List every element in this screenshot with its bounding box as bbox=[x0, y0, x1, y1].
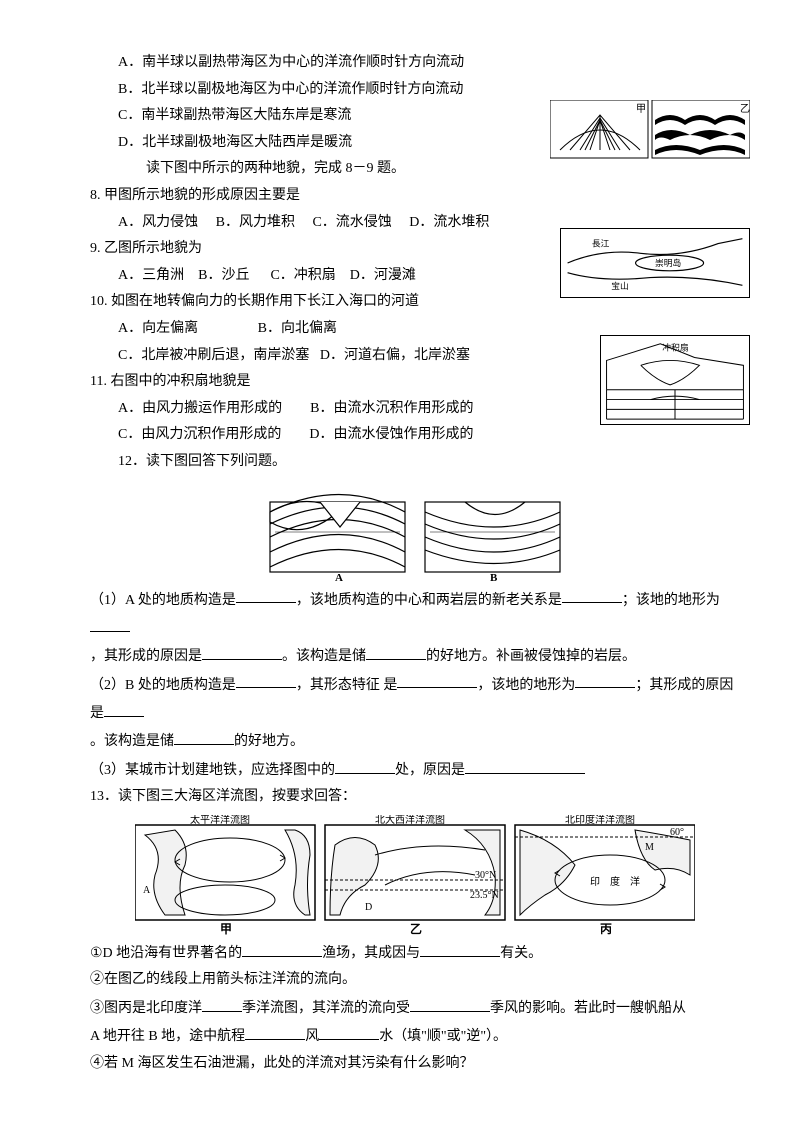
svg-text:23.5°N: 23.5°N bbox=[470, 890, 499, 901]
figure-river-mouth: 長江 崇明岛 宝山 bbox=[560, 228, 750, 298]
svg-text:60°: 60° bbox=[670, 827, 684, 838]
blank[interactable] bbox=[420, 939, 500, 957]
label-yi: 乙 bbox=[740, 103, 750, 115]
q13-1: ①D 地沿海有世界著名的渔场，其成因与有关。 bbox=[90, 939, 740, 967]
q12-1b: ，其形成的原因是。该构造是储的好地方。补画被侵蚀掉的岩层。 bbox=[90, 642, 740, 670]
label-fan: 冲积扇 bbox=[662, 342, 688, 353]
map2-title: 北大西洋洋流图 bbox=[375, 815, 445, 826]
q13-3b: A 地开往 B 地，途中航程风水（填"顺"或"逆"）。 bbox=[90, 1022, 740, 1050]
label-island: 崇明岛 bbox=[655, 257, 681, 268]
blank[interactable] bbox=[236, 586, 296, 604]
blank[interactable] bbox=[335, 756, 395, 774]
figure-alluvial-fan: 冲积扇 bbox=[600, 335, 750, 425]
map3-title: 北印度洋洋流图 bbox=[565, 815, 635, 826]
blank[interactable] bbox=[410, 994, 490, 1012]
blank[interactable] bbox=[242, 939, 322, 957]
q8-stem: 8. 甲图所示地貌的形成原因主要是 bbox=[90, 183, 740, 210]
q13-stem: 13．读下图三大海区洋流图，按要求回答： bbox=[90, 784, 740, 811]
svg-text:M: M bbox=[645, 842, 654, 853]
blank[interactable] bbox=[174, 727, 234, 745]
map2-label-yi: 乙 bbox=[410, 922, 422, 935]
figure-landforms: 甲 乙 bbox=[550, 100, 750, 160]
geo-label-b: B bbox=[490, 572, 498, 582]
map3-label-bing: 丙 bbox=[600, 922, 612, 935]
blank[interactable] bbox=[319, 1022, 379, 1040]
blank[interactable] bbox=[236, 671, 296, 689]
q12-2b: 。该构造是储的好地方。 bbox=[90, 727, 740, 755]
svg-text:洋: 洋 bbox=[630, 875, 640, 888]
svg-text:D: D bbox=[365, 902, 372, 913]
figure-ocean-currents: 太平洋洋流图 A 甲 北大西洋洋流图 bbox=[135, 815, 695, 935]
q13-2: ②在图乙的线段上用箭头标注洋流的流向。 bbox=[90, 967, 740, 994]
q12-stem: 12．读下图回答下列问题。 bbox=[90, 449, 740, 476]
geo-label-a: A bbox=[335, 572, 343, 582]
map1-label-jia: 甲 bbox=[220, 922, 232, 935]
map1-title: 太平洋洋流图 bbox=[190, 815, 250, 826]
blank[interactable] bbox=[465, 756, 585, 774]
svg-text:度: 度 bbox=[610, 875, 620, 888]
q12-2: （2）B 处的地质构造是，其形态特征 是，该地的地形为；其形成的原因是 bbox=[90, 671, 740, 728]
blank[interactable] bbox=[397, 671, 477, 689]
svg-text:30°N: 30°N bbox=[475, 870, 496, 881]
label-jia: 甲 bbox=[636, 104, 646, 115]
q13-3: ③图丙是北印度洋季洋流图，其洋流的流向受季风的影响。若此时一艘帆船从 bbox=[90, 994, 740, 1022]
q12-3: （3）某城市计划建地铁，应选择图中的处，原因是 bbox=[90, 756, 740, 784]
figure-geology: A B bbox=[265, 482, 565, 582]
q12-1: （1）A 处的地质构造是，该地质构造的中心和两岩层的新老关系是；该地的地形为 bbox=[90, 586, 740, 643]
blank[interactable] bbox=[575, 671, 635, 689]
blank[interactable] bbox=[90, 614, 130, 632]
blank[interactable] bbox=[202, 994, 242, 1012]
blank[interactable] bbox=[366, 642, 426, 660]
q7-option-a: A．南半球以副热带海区为中心的洋流作顺时针方向流动 bbox=[90, 50, 740, 77]
q13-4: ④若 M 海区发生石油泄漏，此处的洋流对其污染有什么影响？ bbox=[90, 1051, 740, 1078]
blank[interactable] bbox=[562, 586, 622, 604]
label-river: 長江 bbox=[592, 238, 610, 248]
q8-intro: 读下图中所示的两种地貌，完成 8－9 题。 bbox=[90, 156, 740, 183]
svg-text:A: A bbox=[143, 885, 151, 896]
label-baoshan: 宝山 bbox=[611, 280, 628, 291]
blank[interactable] bbox=[245, 1022, 305, 1040]
blank[interactable] bbox=[202, 642, 282, 660]
q11-options-cd: C．由风力沉积作用形成的 D．由流水侵蚀作用形成的 bbox=[90, 422, 740, 449]
blank[interactable] bbox=[104, 699, 144, 717]
svg-text:印: 印 bbox=[590, 876, 600, 888]
